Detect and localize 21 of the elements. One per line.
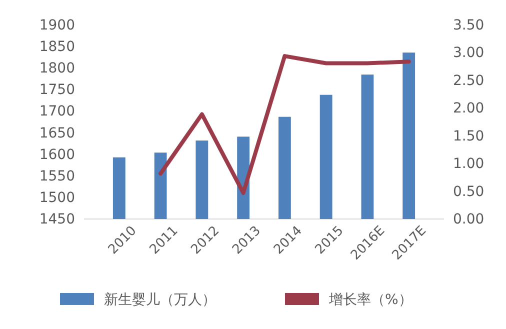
y2-tick-label: 0.00 xyxy=(453,211,484,228)
y-tick-label: 1550 xyxy=(39,168,75,184)
y2-tick-label: 3.00 xyxy=(453,45,484,62)
y-tick-label: 1600 xyxy=(39,146,75,163)
legend-label: 增长率（%） xyxy=(328,292,412,308)
y-tick-label: 1800 xyxy=(39,60,75,77)
y2-tick-label: 1.50 xyxy=(453,128,484,144)
y2-tick-label: 1.00 xyxy=(453,156,484,172)
line-series xyxy=(158,54,411,195)
y2-tick-label: 0.50 xyxy=(453,184,484,200)
y-tick-label: 1450 xyxy=(39,211,75,228)
y-tick-label: 1700 xyxy=(39,104,75,120)
y-tick-label: 1750 xyxy=(39,82,75,98)
legend-label: 新生婴儿（万人） xyxy=(104,292,216,308)
y2-tick-label: 2.50 xyxy=(453,72,484,89)
y-tick-label: 1900 xyxy=(39,17,75,34)
y2-tick-label: 2.00 xyxy=(453,100,484,117)
y-tick-label: 1500 xyxy=(39,190,75,206)
y2-tick-label: 3.50 xyxy=(453,17,484,34)
y-tick-label: 1650 xyxy=(39,125,75,142)
y-tick-label: 1850 xyxy=(39,39,75,56)
